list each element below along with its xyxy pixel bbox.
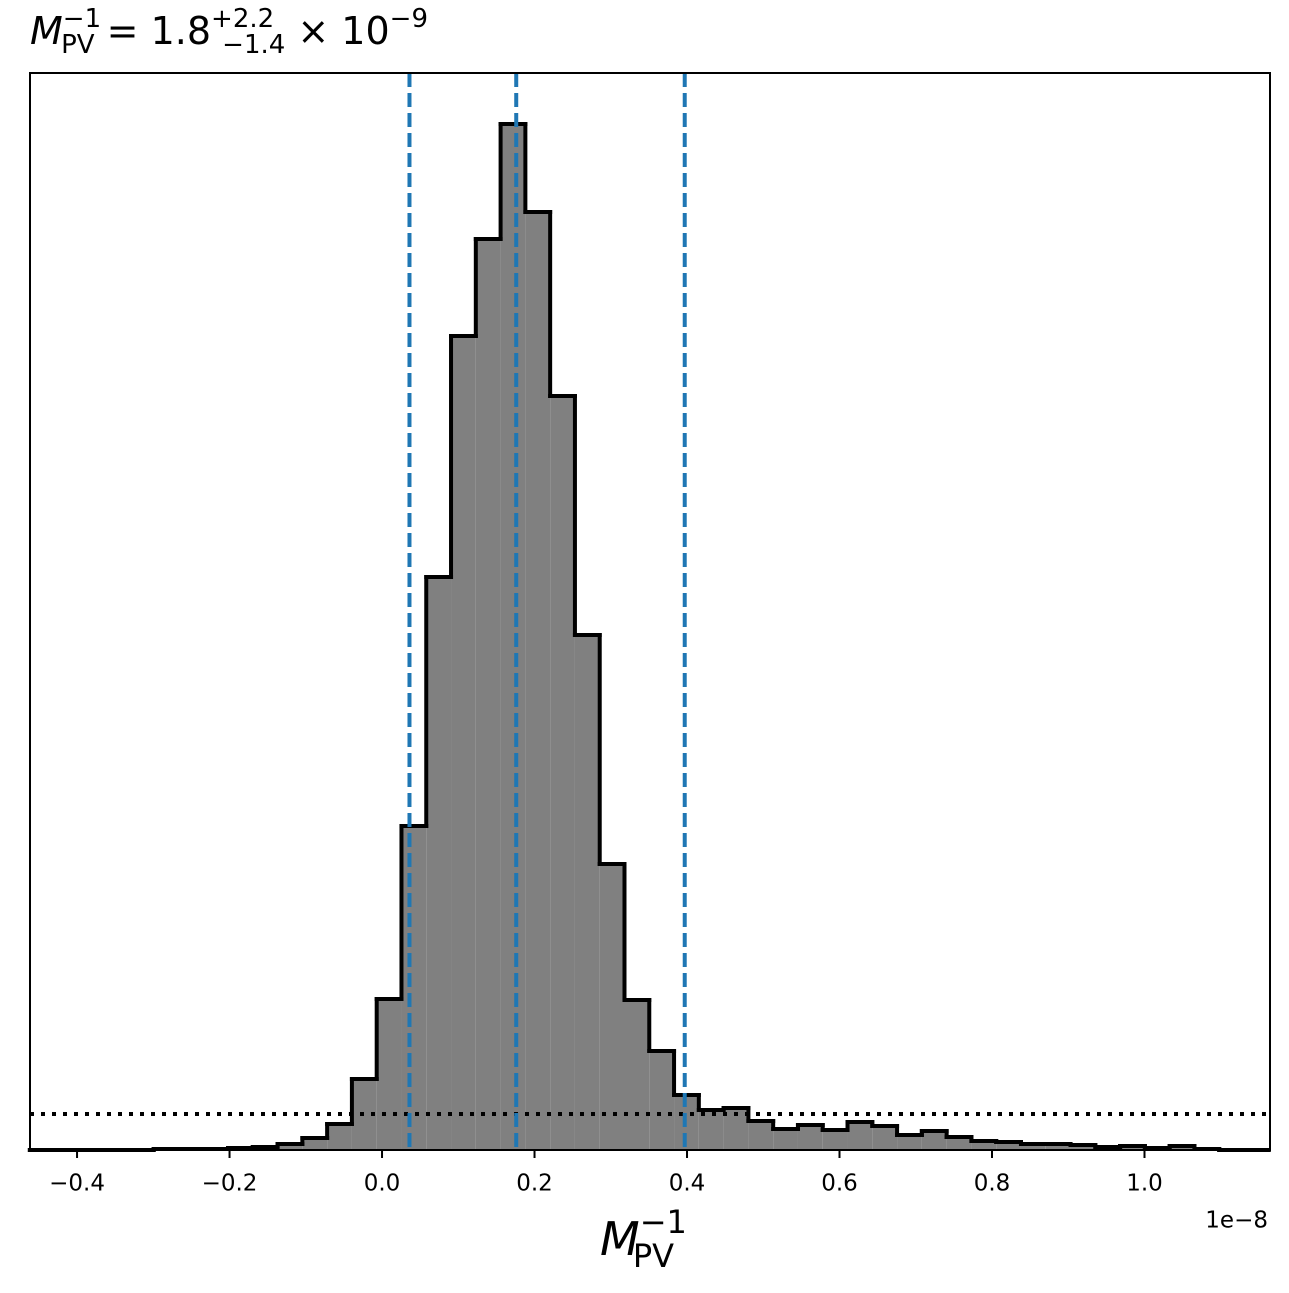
bar (302, 1138, 328, 1150)
bar (946, 1137, 972, 1150)
bar (649, 1051, 675, 1150)
bar (698, 1110, 724, 1150)
title-sub: PV (61, 30, 95, 60)
bar (475, 239, 501, 1150)
x-tick-label: 0.6 (821, 1171, 858, 1197)
bar (327, 1124, 352, 1150)
bar (971, 1141, 997, 1150)
xlabel-sup: −1 (640, 1203, 687, 1241)
title-plus: +2.2 (211, 4, 274, 34)
bar (277, 1144, 303, 1150)
x-axis-label: M−1 PV (600, 1203, 687, 1275)
xlabel-symbol: M (600, 1212, 640, 1266)
bar (376, 999, 402, 1150)
chart-title: M−1 PV = 1.8+2.2 −1.4 × 10−9 (30, 4, 428, 60)
title-eq: = 1.8 (95, 9, 211, 53)
x-tick-label: −0.4 (49, 1171, 105, 1197)
bar (996, 1142, 1021, 1150)
bar (500, 124, 526, 1150)
bar (797, 1125, 823, 1150)
x-tick-label: 0.4 (669, 1171, 706, 1197)
title-exp: −9 (390, 4, 428, 34)
bar (897, 1135, 922, 1150)
bar (1020, 1144, 1046, 1150)
bar (624, 1000, 650, 1150)
bar (748, 1121, 774, 1150)
title-sup: −1 (63, 4, 101, 34)
bar (872, 1126, 898, 1150)
x-tick-label: 0.0 (364, 1171, 401, 1197)
bar (574, 635, 600, 1150)
x-offset-label: 1e−8 (1205, 1208, 1268, 1234)
plot-frame (29, 72, 1271, 1151)
bar (773, 1129, 798, 1150)
title-symbol: M (30, 9, 63, 53)
bar (401, 826, 427, 1150)
x-tick-label: −0.2 (202, 1171, 258, 1197)
bar (921, 1131, 947, 1150)
bar (847, 1122, 873, 1150)
bar (1070, 1145, 1096, 1150)
bar (599, 864, 625, 1150)
x-tick-label: 1.0 (1126, 1171, 1163, 1197)
title-minus: −1.4 (222, 30, 285, 60)
bar (822, 1130, 848, 1150)
x-tick-label: 0.2 (516, 1171, 553, 1197)
xlabel-sub: PV (633, 1237, 674, 1275)
bar (451, 336, 476, 1150)
bar (550, 396, 575, 1150)
bar (525, 212, 551, 1150)
bar (1045, 1144, 1071, 1150)
x-tick-label: 0.8 (974, 1171, 1011, 1197)
title-times: × 10 (285, 9, 389, 53)
bar (426, 577, 452, 1150)
